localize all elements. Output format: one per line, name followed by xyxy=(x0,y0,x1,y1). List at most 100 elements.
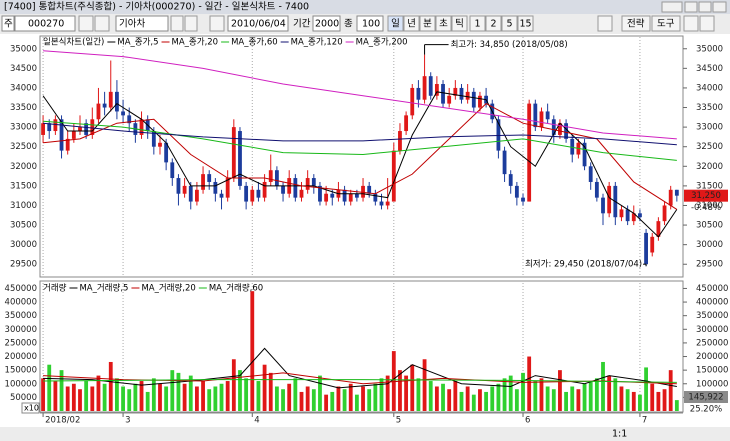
candle-body xyxy=(644,232,648,265)
candle-body xyxy=(404,115,409,132)
market-box[interactable] xyxy=(1,15,15,32)
candle-body xyxy=(539,111,544,128)
candle-body xyxy=(78,127,82,132)
candle-body xyxy=(514,185,519,198)
candle-body xyxy=(361,185,365,198)
volume-bar xyxy=(373,383,378,411)
volume-bar xyxy=(447,389,452,411)
candle-body xyxy=(231,127,236,179)
candle-body xyxy=(281,185,285,194)
candle-body xyxy=(311,178,316,186)
unit-button[interactable] xyxy=(435,15,452,32)
y-tick-label: 32000 xyxy=(10,162,37,172)
unit-label: 년 xyxy=(407,19,416,30)
unit-button[interactable] xyxy=(451,15,468,32)
candle-body xyxy=(434,84,439,96)
volume-bar xyxy=(47,364,52,411)
legend-label: MA_거래량,5 xyxy=(79,283,128,294)
unit-label: 15 xyxy=(519,19,531,30)
y-tick-label: 32000 xyxy=(696,162,723,172)
candle-body xyxy=(422,76,427,100)
candle-body xyxy=(268,170,273,182)
tools-button[interactable] xyxy=(651,15,681,32)
unit-button[interactable] xyxy=(419,15,436,32)
candle-body xyxy=(601,197,605,214)
candle-body xyxy=(588,166,593,182)
volume-bar xyxy=(213,386,218,411)
y-tick-label: 34000 xyxy=(696,83,723,93)
volume-bar xyxy=(207,389,212,411)
strategy-button[interactable] xyxy=(621,15,651,32)
volume-bar xyxy=(521,372,525,411)
candle-body xyxy=(558,123,562,135)
y-tick-label: 150000 xyxy=(696,366,728,376)
candle-body xyxy=(176,178,181,194)
close-button[interactable] xyxy=(712,1,727,13)
candle-body xyxy=(219,193,224,198)
volume-bar xyxy=(274,386,279,411)
volume-bar xyxy=(638,394,642,411)
candle-body xyxy=(121,111,125,116)
prev-button[interactable] xyxy=(170,15,184,32)
volume-bar xyxy=(496,383,501,411)
minimize-button[interactable] xyxy=(684,1,698,13)
volume-bar xyxy=(287,383,292,411)
change-label: 25.20% xyxy=(690,405,722,415)
calendar-button[interactable] xyxy=(209,15,225,32)
volume-bar xyxy=(281,389,285,411)
candle-body xyxy=(318,185,322,202)
name-input[interactable] xyxy=(115,15,169,32)
volume-bar xyxy=(102,383,107,411)
candle-body xyxy=(84,123,89,135)
candle-body xyxy=(471,91,476,108)
volume-bar xyxy=(662,389,667,411)
icon-button[interactable] xyxy=(683,15,699,32)
volume-bar xyxy=(650,383,655,411)
help-button[interactable] xyxy=(661,1,683,13)
x-tick-label: 2018/02 xyxy=(45,416,80,426)
unit-button[interactable] xyxy=(517,15,534,32)
count-input[interactable] xyxy=(356,15,384,32)
code-input[interactable] xyxy=(14,15,76,32)
settings-button[interactable] xyxy=(597,15,613,32)
legend-label: MA_종가,20 xyxy=(172,38,219,48)
volume-bar xyxy=(90,386,95,411)
volume-bar xyxy=(127,389,132,411)
unit-button[interactable] xyxy=(485,15,502,32)
volume-bar xyxy=(59,370,64,411)
unit-button[interactable] xyxy=(501,15,518,32)
candle-body xyxy=(527,103,532,202)
candle-body xyxy=(90,119,95,135)
next-button[interactable] xyxy=(184,15,198,32)
unit-button[interactable] xyxy=(403,15,420,32)
unit-button[interactable] xyxy=(469,15,486,32)
candle-body xyxy=(348,193,353,202)
last-box xyxy=(684,391,728,403)
volume-bar xyxy=(164,386,169,411)
candle-body xyxy=(170,162,175,179)
unit-button[interactable] xyxy=(387,15,404,32)
period-input[interactable] xyxy=(312,15,341,32)
price-pane xyxy=(39,35,684,278)
date-input[interactable] xyxy=(227,15,289,32)
volume-bar xyxy=(262,364,267,411)
volume-bar xyxy=(121,386,125,411)
volume-bar xyxy=(188,375,193,411)
search-button[interactable] xyxy=(78,15,94,32)
volume-bar xyxy=(158,383,162,411)
icon-button[interactable] xyxy=(699,15,715,32)
volume-bar xyxy=(238,370,242,411)
volume-bar xyxy=(268,372,273,411)
volume-bar xyxy=(71,383,76,411)
volume-bar xyxy=(674,400,679,411)
maximize-button[interactable] xyxy=(698,1,712,13)
y-tick-label: 34500 xyxy=(10,64,37,74)
volume-bar xyxy=(182,383,187,411)
candle-body xyxy=(47,123,52,132)
volume-bar xyxy=(311,389,316,411)
unit-label: 1 xyxy=(474,19,480,30)
legend-label: MA_종가,200 xyxy=(356,38,408,48)
candle-body xyxy=(293,178,298,198)
scale-box xyxy=(21,402,40,414)
list-button[interactable] xyxy=(94,15,110,32)
